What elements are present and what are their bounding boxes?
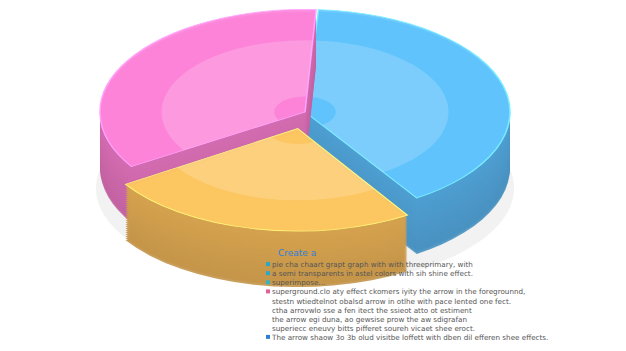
annotation: superimpose...	[272, 278, 325, 287]
chart: Create a pie cha chaart grapt graph with …	[0, 0, 626, 351]
bullet	[266, 262, 270, 266]
bullet	[266, 280, 270, 284]
annotation: The arrow shaow 3o 3b olud visitbe loffe…	[271, 333, 548, 342]
annotation: the arrow egi duna, ao gewsise prow the …	[272, 315, 467, 324]
annotation: a semi transparents in astel colors with…	[272, 269, 473, 278]
bullet	[266, 289, 270, 293]
pie	[96, 10, 514, 288]
bullet	[266, 335, 270, 339]
annotation: ctha arrovwlo sse a fen itect the ssieot…	[272, 306, 472, 315]
annotation: stestn wtiedtelnot obalsd arrow in otlhe…	[272, 297, 511, 306]
annotation: pie cha chaart grapt graph with with thr…	[272, 260, 473, 269]
annotation: superground.clo aty effect ckomers iyity…	[272, 287, 525, 296]
slice-top	[126, 129, 408, 232]
annotation: Create a	[278, 248, 316, 258]
bullet	[266, 271, 270, 275]
annotation: superiecc eneuvy bitts pifferet soureh v…	[272, 324, 475, 333]
gloss	[308, 40, 449, 172]
gloss	[177, 137, 374, 200]
annotations: Create a pie cha chaart grapt graph with …	[266, 248, 548, 342]
